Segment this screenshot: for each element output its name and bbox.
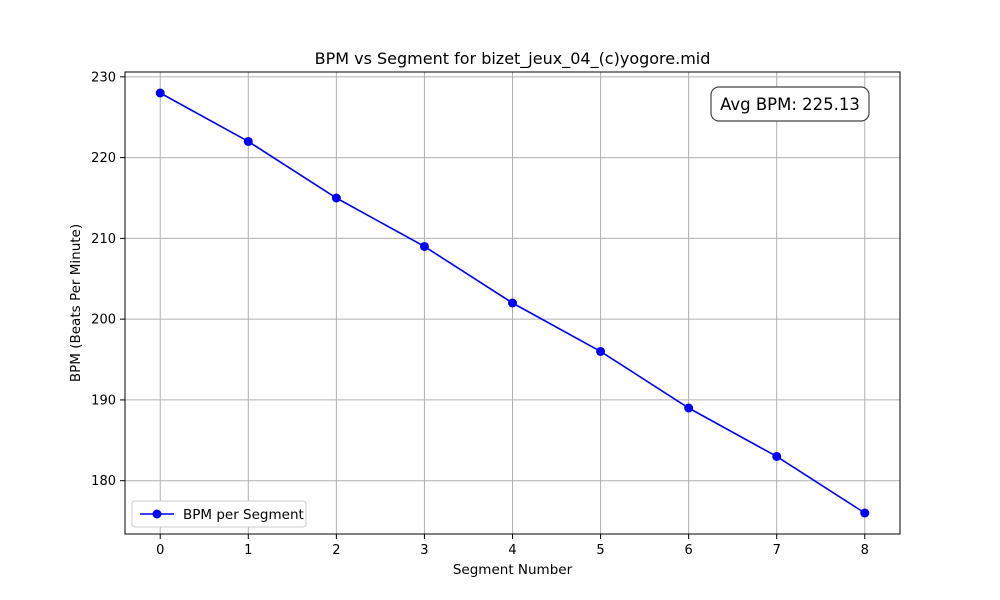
x-tick-label: 0	[156, 543, 164, 558]
x-tick-label: 3	[420, 543, 428, 558]
x-axis-ticks: 0 1 2 3 4 5 6 7 8	[156, 534, 869, 558]
data-point	[419, 241, 429, 251]
data-point	[508, 298, 517, 308]
annotation-box	[710, 86, 870, 122]
x-tick-label: 5	[596, 543, 604, 558]
y-axis-label: BPM (Beats Per Minute)	[68, 224, 84, 382]
y-tick-label: 190	[91, 393, 116, 408]
x-tick-label: 6	[684, 543, 692, 558]
average-bpm-annotation: Avg BPM: 225.13	[710, 86, 870, 122]
x-tick-label: 2	[332, 543, 340, 558]
series-layer	[155, 88, 870, 518]
x-tick-label: 8	[861, 543, 869, 558]
grid-lines	[125, 72, 900, 534]
data-point	[860, 508, 870, 518]
data-point	[684, 403, 694, 413]
data-point	[772, 451, 782, 461]
annotation-text: Avg BPM: 225.13	[720, 95, 860, 114]
y-tick-label: 210	[91, 232, 116, 247]
data-point	[596, 346, 606, 356]
y-tick-label: 180	[91, 474, 116, 489]
y-tick-label: 230	[91, 70, 116, 85]
x-tick-label: 4	[508, 543, 516, 558]
data-point	[331, 193, 341, 203]
x-tick-label: 7	[773, 543, 781, 558]
x-tick-label: 1	[244, 543, 252, 558]
legend-entry-label: BPM per Segment	[183, 507, 304, 523]
legend: BPM per Segment	[131, 500, 307, 528]
data-point	[243, 136, 253, 146]
y-tick-label: 200	[91, 313, 116, 328]
legend-marker-icon	[152, 509, 162, 519]
y-axis-ticks: 180 190 200 210 220 230	[91, 70, 125, 489]
chart-title: BPM vs Segment for bizet_jeux_04_(c)yogo…	[315, 49, 711, 69]
x-axis-label: Segment Number	[453, 562, 573, 578]
legend-box	[131, 500, 307, 528]
y-tick-label: 220	[91, 151, 116, 166]
data-point	[155, 88, 165, 98]
